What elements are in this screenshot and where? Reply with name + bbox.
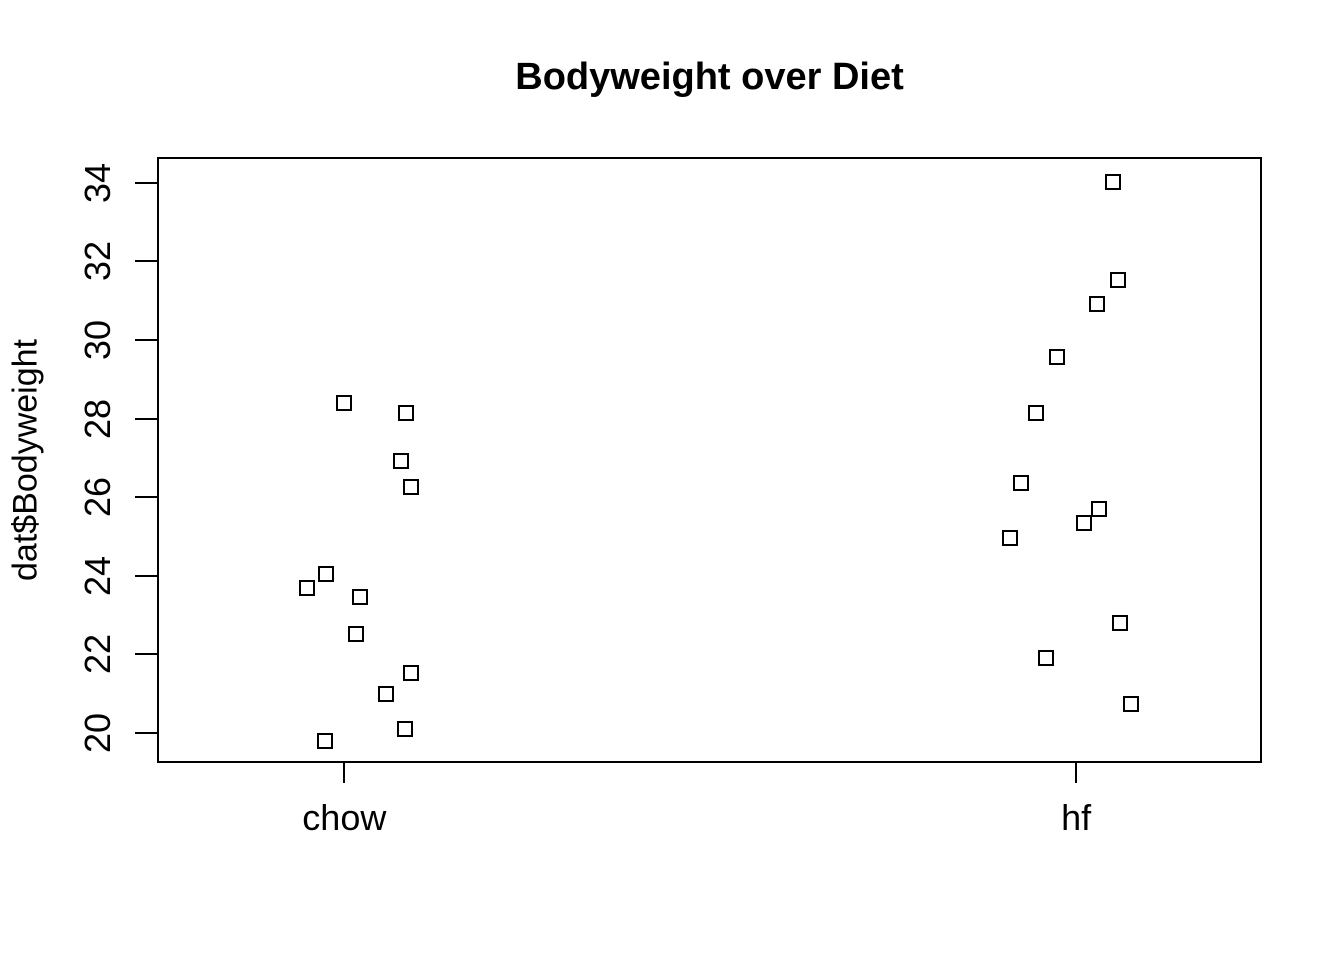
y-tick-label: 34 (77, 162, 118, 203)
data-point-marker-chow (378, 686, 395, 703)
y-tick-mark (135, 260, 157, 263)
x-tick-mark (1075, 763, 1078, 783)
data-point-marker-hf (1109, 271, 1126, 288)
y-tick-mark (135, 417, 157, 420)
y-tick-mark (135, 731, 157, 734)
y-axis-title: dat$Bodyweight (6, 339, 45, 581)
data-point-marker-hf (1112, 614, 1129, 631)
x-tick-mark (343, 763, 346, 783)
data-point-marker-hf (1038, 650, 1055, 667)
x-tick-label-hf: hf (1061, 797, 1092, 838)
data-point-marker-hf (1088, 295, 1105, 312)
y-tick-label: 32 (77, 241, 118, 282)
data-point-marker-chow (299, 580, 316, 597)
data-point-marker-chow (348, 626, 365, 643)
y-tick-label: 30 (77, 319, 118, 361)
data-point-marker-hf (1012, 474, 1029, 491)
data-point-marker-hf (1123, 696, 1139, 713)
y-tick-label: 28 (77, 398, 118, 439)
x-tick-label-chow: chow (302, 797, 387, 838)
data-point-marker-chow (397, 405, 414, 422)
data-point-marker-chow (317, 733, 334, 749)
data-point-marker-chow (336, 394, 353, 411)
data-point-marker-chow (402, 479, 419, 496)
data-point-marker-chow (318, 566, 335, 583)
y-tick-label: 22 (77, 634, 118, 675)
chart-title: Bodyweight over Diet (515, 56, 904, 98)
data-point-marker-chow (397, 720, 414, 737)
data-point-marker-chow (351, 589, 368, 606)
plot-frame (157, 157, 1262, 763)
data-point-marker-hf (1027, 405, 1044, 422)
y-tick-mark (135, 574, 157, 577)
y-tick-label: 20 (77, 712, 118, 753)
data-point-marker-hf (1049, 348, 1066, 365)
y-tick-label: 26 (77, 477, 118, 518)
y-tick-label: 24 (77, 555, 118, 596)
y-tick-mark (135, 653, 157, 656)
data-point-marker-chow (402, 665, 419, 682)
data-point-marker-chow (392, 453, 409, 470)
data-point-marker-hf (1090, 500, 1107, 517)
data-point-marker-hf (1001, 529, 1018, 546)
plot-area: 20 22 24 26 28 30 32 34 chow hf (77, 157, 1262, 838)
y-tick-mark (135, 181, 157, 184)
y-tick-mark (135, 339, 157, 342)
data-point-marker-hf (1105, 174, 1122, 191)
y-tick-mark (135, 496, 157, 499)
data-point-marker-hf (1076, 515, 1093, 532)
